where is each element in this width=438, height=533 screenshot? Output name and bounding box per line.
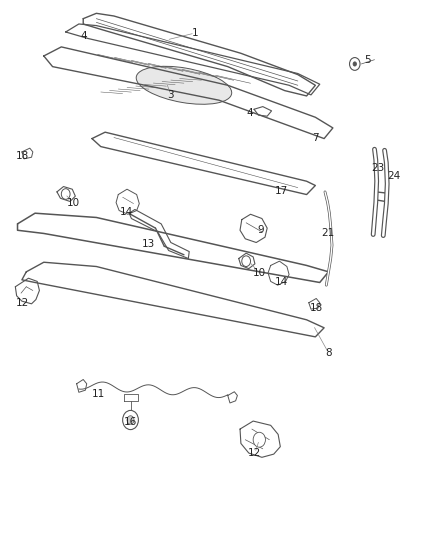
Text: 4: 4 <box>81 31 88 41</box>
Text: 8: 8 <box>325 348 332 358</box>
Text: 16: 16 <box>124 417 137 427</box>
Text: 23: 23 <box>371 164 384 173</box>
Text: 21: 21 <box>321 229 334 238</box>
Ellipse shape <box>136 66 232 104</box>
Circle shape <box>350 58 360 70</box>
Text: 1: 1 <box>191 28 198 38</box>
Text: 17: 17 <box>275 186 288 196</box>
Text: 4: 4 <box>246 108 253 118</box>
Text: 10: 10 <box>253 268 266 278</box>
Text: 14: 14 <box>120 207 133 217</box>
Text: 3: 3 <box>167 90 174 100</box>
Text: 18: 18 <box>310 303 323 313</box>
Circle shape <box>61 189 70 199</box>
Circle shape <box>123 410 138 430</box>
Circle shape <box>353 62 357 66</box>
Circle shape <box>253 432 265 447</box>
Text: 18: 18 <box>16 151 29 160</box>
Text: 10: 10 <box>67 198 80 207</box>
Text: 9: 9 <box>257 225 264 235</box>
Text: 5: 5 <box>364 55 371 64</box>
Text: 13: 13 <box>142 239 155 249</box>
Circle shape <box>127 416 134 424</box>
Text: 12: 12 <box>248 448 261 458</box>
Text: 24: 24 <box>388 171 401 181</box>
Text: 14: 14 <box>275 278 288 287</box>
Text: 12: 12 <box>16 298 29 308</box>
Circle shape <box>242 256 251 266</box>
Text: 11: 11 <box>92 390 105 399</box>
Text: 7: 7 <box>312 133 319 142</box>
